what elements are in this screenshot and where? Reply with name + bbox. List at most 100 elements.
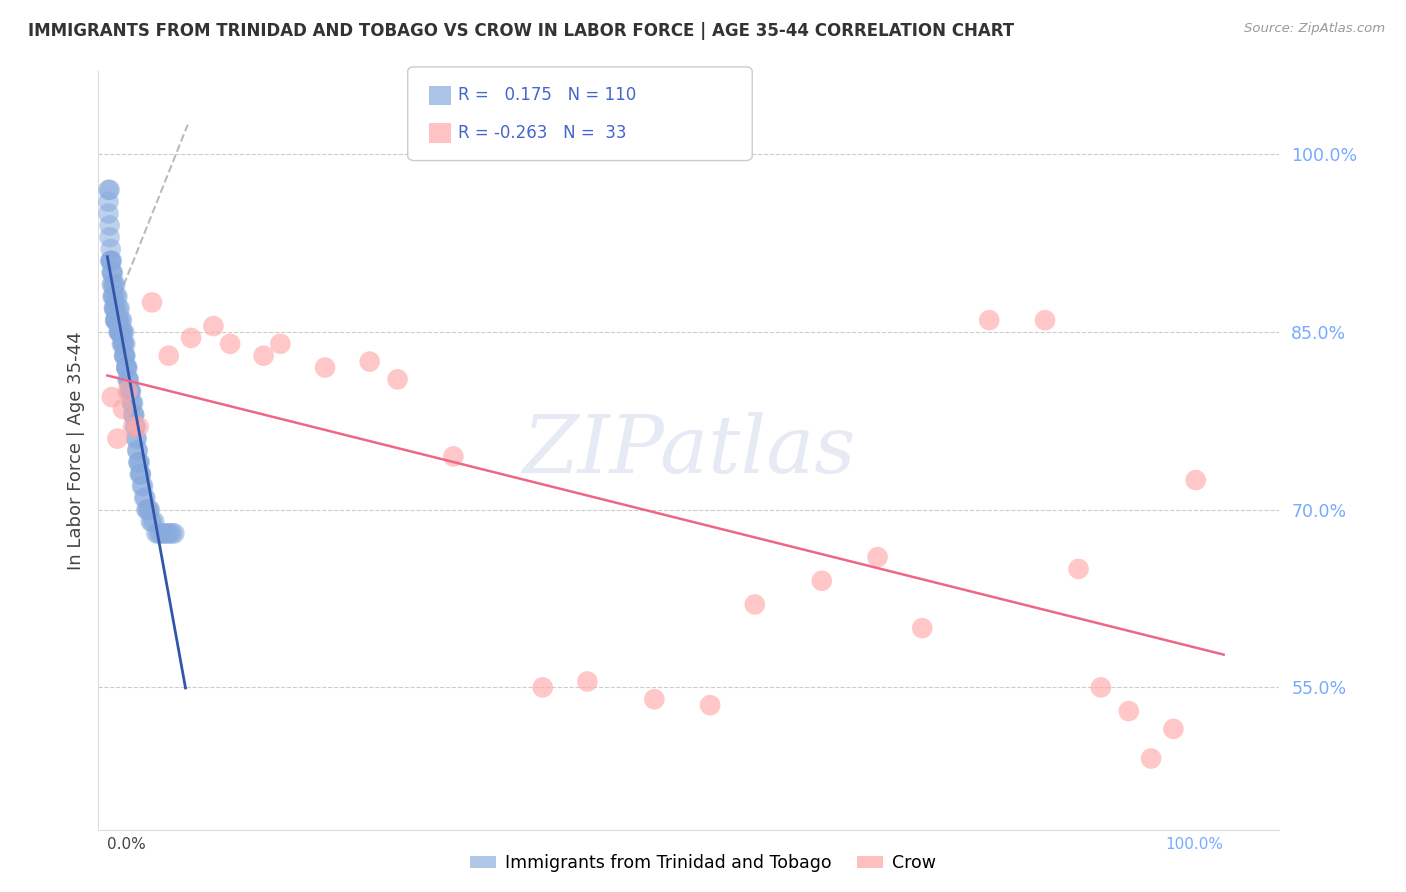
Point: [110, 325, 132, 339]
Point: [111, 325, 134, 339]
Point: [128, 455, 150, 469]
Y-axis label: In Labor Force | Age 35-44: In Labor Force | Age 35-44: [66, 331, 84, 570]
Point: [101, 266, 124, 280]
Point: [105, 432, 128, 446]
Point: [127, 443, 149, 458]
Point: [1033, 313, 1056, 327]
Text: Source: ZipAtlas.com: Source: ZipAtlas.com: [1244, 22, 1385, 36]
Point: [121, 396, 143, 410]
Point: [117, 360, 139, 375]
Point: [1184, 473, 1206, 487]
Point: [139, 502, 162, 516]
Point: [531, 681, 554, 695]
Point: [111, 325, 134, 339]
Point: [105, 313, 128, 327]
Point: [100, 254, 122, 268]
Point: [387, 372, 409, 386]
Point: [149, 526, 172, 541]
Text: ZIPatlas: ZIPatlas: [522, 412, 856, 489]
Point: [108, 325, 131, 339]
Point: [120, 384, 142, 399]
Point: [156, 526, 179, 541]
Point: [103, 301, 125, 316]
Point: [105, 313, 128, 327]
Point: [107, 301, 129, 316]
Point: [101, 277, 124, 292]
Point: [103, 301, 125, 316]
Point: [152, 526, 174, 541]
Point: [160, 526, 183, 541]
Point: [314, 360, 336, 375]
Point: [101, 266, 124, 280]
Legend: Immigrants from Trinidad and Tobago, Crow: Immigrants from Trinidad and Tobago, Cro…: [463, 847, 943, 879]
Point: [114, 336, 136, 351]
Point: [134, 491, 156, 505]
Point: [911, 621, 934, 635]
Point: [112, 349, 135, 363]
Point: [97, 194, 120, 209]
Point: [108, 301, 131, 316]
Point: [1163, 722, 1185, 736]
Point: [104, 313, 127, 327]
Point: [1090, 681, 1112, 695]
Point: [866, 550, 889, 565]
Point: [111, 313, 134, 327]
Point: [128, 419, 150, 434]
Point: [110, 313, 132, 327]
Point: [111, 336, 134, 351]
Point: [131, 479, 153, 493]
Point: [1140, 751, 1163, 765]
Point: [132, 479, 155, 493]
Point: [105, 313, 128, 327]
Point: [138, 502, 160, 516]
Point: [101, 254, 124, 268]
Point: [441, 450, 464, 464]
Point: [141, 295, 163, 310]
Point: [117, 372, 139, 386]
Text: R = -0.263   N =  33: R = -0.263 N = 33: [458, 124, 627, 142]
Point: [1067, 562, 1090, 576]
Point: [101, 289, 124, 303]
Point: [98, 183, 121, 197]
Point: [122, 408, 145, 422]
Point: [108, 325, 131, 339]
Point: [143, 515, 166, 529]
Point: [105, 313, 128, 327]
Point: [117, 372, 139, 386]
Point: [125, 432, 148, 446]
Point: [979, 313, 1001, 327]
Point: [108, 325, 131, 339]
Point: [104, 301, 127, 316]
Text: 100.0%: 100.0%: [1166, 837, 1223, 852]
Point: [202, 319, 225, 334]
Point: [97, 183, 120, 197]
Point: [103, 277, 125, 292]
Point: [269, 336, 291, 351]
Point: [124, 419, 146, 434]
Point: [139, 515, 162, 529]
Point: [105, 289, 128, 303]
Point: [128, 455, 150, 469]
Point: [128, 467, 150, 482]
Point: [744, 598, 766, 612]
Point: [112, 325, 135, 339]
Point: [1118, 704, 1140, 718]
Text: R =   0.175   N = 110: R = 0.175 N = 110: [458, 87, 637, 104]
Point: [112, 336, 135, 351]
Point: [118, 384, 141, 399]
Point: [148, 526, 170, 541]
Text: IMMIGRANTS FROM TRINIDAD AND TOBAGO VS CROW IN LABOR FORCE | AGE 35-44 CORRELATI: IMMIGRANTS FROM TRINIDAD AND TOBAGO VS C…: [28, 22, 1014, 40]
Point: [115, 360, 138, 375]
Point: [163, 526, 186, 541]
Point: [122, 396, 145, 410]
Point: [136, 502, 159, 516]
Point: [100, 242, 122, 256]
Point: [107, 313, 129, 327]
Point: [104, 277, 127, 292]
Point: [105, 313, 128, 327]
Point: [124, 419, 146, 434]
Point: [105, 289, 128, 303]
Point: [129, 467, 152, 482]
Point: [101, 289, 124, 303]
Point: [135, 502, 157, 516]
